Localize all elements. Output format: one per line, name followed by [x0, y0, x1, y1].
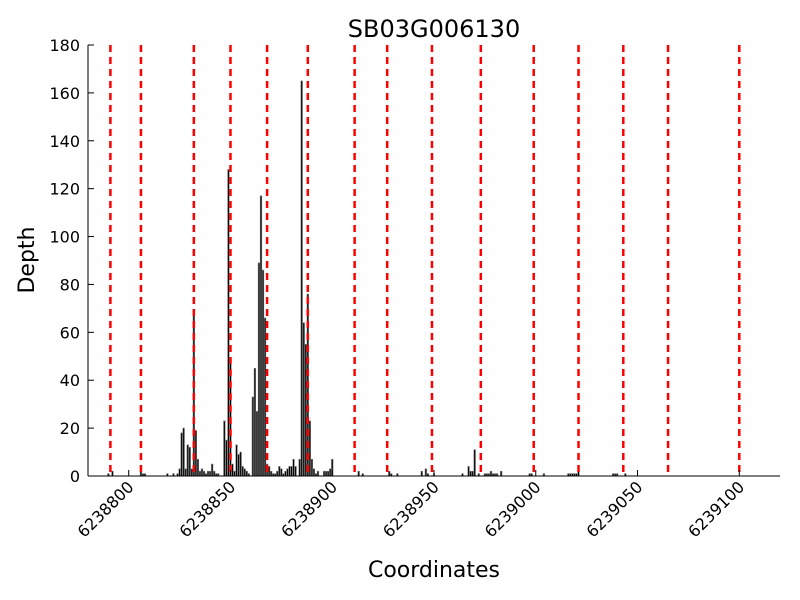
bar	[233, 470, 236, 477]
bar	[489, 470, 493, 477]
x-axis-label: Coordinates	[368, 558, 500, 583]
bar	[188, 446, 191, 477]
y-tick-label: 80	[60, 275, 80, 294]
bar	[263, 317, 267, 477]
x-tick-label: 6239100	[684, 477, 748, 541]
bar	[278, 466, 281, 477]
y-tick-label: 180	[49, 36, 80, 55]
bar	[223, 420, 226, 477]
bar	[322, 470, 326, 477]
x-tick-label: 6238850	[175, 477, 239, 541]
x-tick-label: 6238950	[379, 477, 443, 541]
bar	[471, 470, 474, 477]
bar	[388, 470, 391, 477]
bar	[304, 344, 307, 477]
bar	[206, 470, 210, 477]
bar	[467, 466, 470, 477]
bar	[211, 463, 214, 477]
y-tick-label: 140	[49, 132, 80, 151]
bar	[325, 470, 328, 477]
bar	[202, 470, 206, 477]
bar	[420, 470, 423, 477]
bar	[500, 470, 503, 477]
bar	[227, 169, 230, 477]
bar	[288, 466, 291, 477]
bar	[200, 468, 204, 477]
chart-title: SB03G006130	[348, 15, 520, 43]
bar	[290, 466, 293, 477]
bar	[308, 420, 311, 477]
bar	[180, 432, 183, 477]
bar	[329, 468, 332, 477]
bar	[357, 470, 360, 477]
bar	[235, 444, 238, 477]
y-tick-label: 40	[60, 371, 80, 390]
bar	[270, 470, 273, 477]
bar	[111, 470, 114, 477]
bar	[186, 444, 189, 477]
bar	[327, 470, 330, 477]
bar	[237, 454, 240, 477]
y-tick-label: 20	[60, 419, 80, 438]
bar	[182, 427, 185, 477]
bar	[312, 468, 316, 477]
y-tick-label: 60	[60, 323, 80, 342]
y-tick-label: 0	[70, 467, 80, 486]
bar	[261, 269, 265, 477]
bar	[251, 396, 254, 477]
bar	[310, 458, 314, 477]
bar	[268, 466, 271, 477]
bar	[286, 468, 289, 477]
bar	[243, 468, 246, 477]
bar	[239, 451, 242, 477]
bar	[253, 367, 257, 477]
bar	[213, 470, 216, 477]
bar	[280, 468, 283, 477]
bar	[300, 80, 303, 477]
x-tick-label: 6238800	[74, 477, 138, 541]
y-tick-label: 160	[49, 84, 80, 103]
bar	[209, 470, 212, 477]
bar	[178, 468, 181, 477]
bar	[198, 470, 202, 477]
bar	[184, 468, 187, 477]
plot-area	[107, 45, 741, 477]
bar	[257, 262, 261, 477]
bar	[473, 449, 476, 477]
bar	[294, 466, 297, 477]
bar	[255, 411, 259, 477]
bar	[469, 470, 472, 477]
bar	[194, 430, 197, 477]
x-tick-label: 6239000	[481, 477, 545, 541]
bar	[276, 470, 279, 477]
bar	[196, 458, 200, 477]
bar	[245, 470, 248, 477]
bar	[190, 468, 193, 477]
bar	[424, 468, 427, 477]
bar	[284, 470, 287, 477]
x-tick-label: 6239050	[583, 477, 647, 541]
bar	[259, 195, 263, 477]
y-tick-label: 100	[49, 228, 80, 247]
bar	[292, 458, 295, 477]
bar	[225, 439, 228, 477]
axes: 0 20 40 60 80 100 120 140 160 180 6238800 6238850 62…	[49, 36, 780, 541]
y-axis-label: Depth	[15, 226, 40, 293]
bar	[316, 470, 320, 477]
bar	[302, 322, 305, 477]
x-tick-label: 6238900	[277, 477, 341, 541]
bar	[298, 458, 301, 477]
y-tick-label: 120	[49, 180, 80, 199]
bar	[231, 463, 234, 477]
bar	[241, 466, 244, 477]
